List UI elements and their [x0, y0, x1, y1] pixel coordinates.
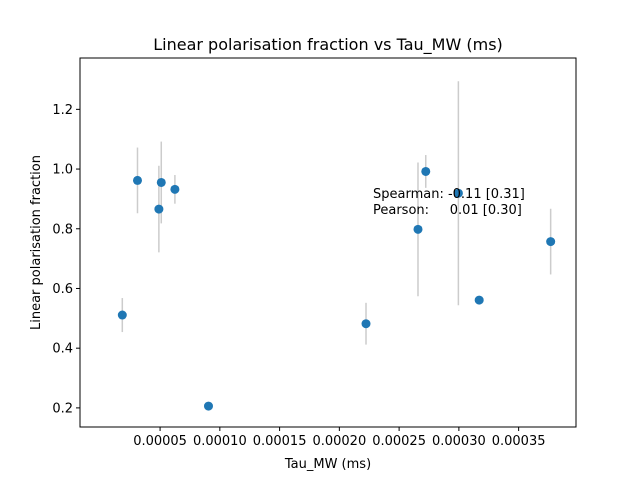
x-tick-label: 0.00015: [253, 434, 307, 449]
chart-title: Linear polarisation fraction vs Tau_MW (…: [153, 35, 503, 55]
data-point: [453, 188, 463, 198]
x-tick-label: 0.00025: [372, 434, 426, 449]
data-point: [413, 224, 423, 234]
data-point: [132, 175, 142, 185]
data-point: [474, 295, 484, 305]
y-tick-label: 1.0: [52, 163, 73, 178]
y-tick-label: 0.2: [52, 401, 73, 416]
spearman-annotation: Spearman: -0.11 [0.31]: [373, 187, 525, 202]
x-tick-label: 0.00005: [133, 434, 187, 449]
y-axis-ticks: 0.2 0.4 0.6 0.8 1.0 1.2: [52, 103, 80, 416]
pearson-annotation: Pearson: 0.01 [0.30]: [373, 203, 522, 218]
data-point: [421, 166, 431, 176]
y-axis-label: Linear polarisation fraction: [29, 155, 44, 330]
y-tick-label: 0.8: [52, 222, 73, 237]
data-point: [117, 310, 127, 320]
point-layer: [117, 166, 556, 411]
plot-area: [117, 81, 556, 411]
axes-frame: [79, 57, 577, 428]
y-tick-label: 0.6: [52, 282, 73, 297]
x-tick-label: 0.00010: [193, 434, 247, 449]
data-point: [156, 177, 166, 187]
data-point: [170, 184, 180, 194]
x-tick-label: 0.00035: [492, 434, 546, 449]
x-axis-ticks: 0.00005 0.00010 0.00015 0.00020 0.00025 0.000…: [133, 427, 546, 449]
x-tick-label: 0.00030: [432, 434, 486, 449]
data-point: [203, 401, 213, 411]
data-point: [361, 319, 371, 329]
x-tick-label: 0.00020: [312, 434, 366, 449]
data-point: [154, 204, 164, 214]
y-tick-label: 0.4: [52, 342, 73, 357]
x-axis-label: Tau_MW (ms): [284, 457, 371, 472]
y-tick-label: 1.2: [52, 103, 73, 118]
data-point: [546, 237, 556, 247]
